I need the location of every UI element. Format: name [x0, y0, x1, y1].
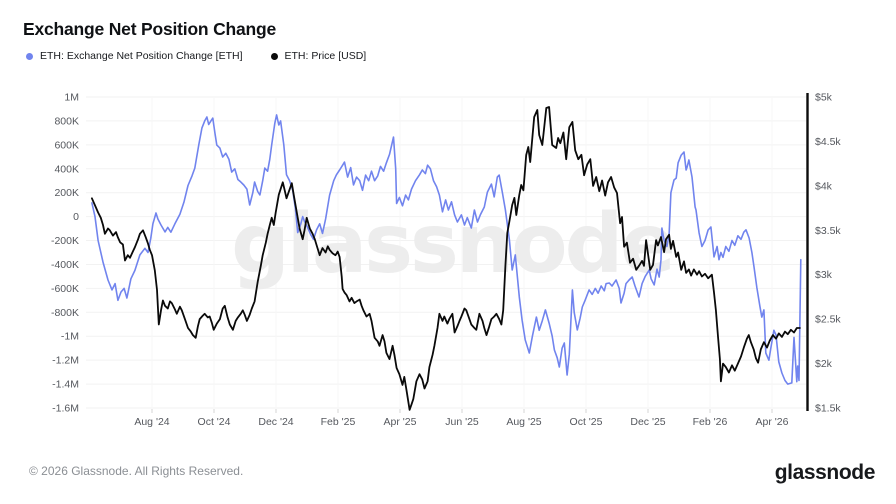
x-axis-tick-label: Apr '26 — [756, 416, 789, 428]
left-axis-tick-label: -200K — [51, 235, 79, 247]
left-axis-tick-label: 200K — [54, 187, 79, 199]
net-position-series-line[interactable] — [91, 114, 802, 385]
legend-label-net-position: ETH: Exchange Net Position Change [ETH] — [40, 50, 243, 62]
x-axis-tick-label: Dec '25 — [630, 416, 665, 428]
right-axis-tick-label: $2k — [815, 358, 833, 370]
left-axis-tick-label: -400K — [51, 259, 79, 271]
x-axis-tick-label: Jun '25 — [445, 416, 479, 428]
x-axis-tick-label: Feb '26 — [693, 416, 728, 428]
right-axis-tick-label: $5k — [815, 92, 833, 104]
left-axis-tick-label: 800K — [54, 115, 79, 127]
right-axis-tick-label: $3.5k — [815, 225, 841, 237]
left-axis-tick-label: -800K — [51, 307, 79, 319]
left-axis-tick-label: 600K — [54, 139, 79, 151]
glassnode-logo[interactable]: glassnode — [774, 461, 876, 484]
x-axis-tick-label: Dec '24 — [258, 416, 293, 428]
x-axis-tick-label: Aug '25 — [506, 416, 541, 428]
left-axis-tick-label: -1M — [61, 331, 79, 343]
x-axis-tick-label: Feb '25 — [321, 416, 356, 428]
footer-copyright: © 2026 Glassnode. All Rights Reserved. — [29, 464, 244, 478]
legend-dot-price-icon — [270, 52, 278, 60]
legend-label-price: ETH: Price [USD] — [284, 50, 367, 62]
legend-item-net-position[interactable]: ETH: Exchange Net Position Change [ETH] — [26, 50, 243, 62]
x-axis-tick-label: Apr '25 — [384, 416, 417, 428]
legend-dot-net-position-icon — [26, 52, 33, 60]
left-axis-tick-label: 0 — [73, 211, 79, 223]
price-series-line[interactable] — [91, 106, 801, 411]
left-axis-tick-label: -1.2M — [52, 355, 79, 367]
page-title: Exchange Net Position Change — [23, 19, 277, 39]
right-axis-tick-label: $3k — [815, 269, 833, 281]
left-axis-tick-label: -600K — [51, 283, 79, 295]
chart-legend: ETH: Exchange Net Position Change [ETH] … — [26, 50, 366, 62]
left-axis-tick-label: 1M — [64, 92, 79, 104]
x-axis-tick-label: Aug '24 — [134, 416, 169, 428]
right-axis-tick-label: $1.5k — [815, 403, 841, 415]
left-axis-tick-label: -1.4M — [52, 379, 79, 391]
x-axis-tick-label: Oct '25 — [570, 416, 603, 428]
right-axis-tick-label: $4.5k — [815, 136, 841, 148]
legend-item-price[interactable]: ETH: Price [USD] — [270, 50, 367, 62]
x-axis-tick-label: Oct '24 — [198, 416, 231, 428]
left-axis-tick-label: -1.6M — [52, 403, 79, 415]
left-axis-tick-label: 400K — [54, 163, 79, 175]
right-axis-tick-label: $4k — [815, 180, 833, 192]
right-axis-tick-label: $2.5k — [815, 314, 841, 326]
